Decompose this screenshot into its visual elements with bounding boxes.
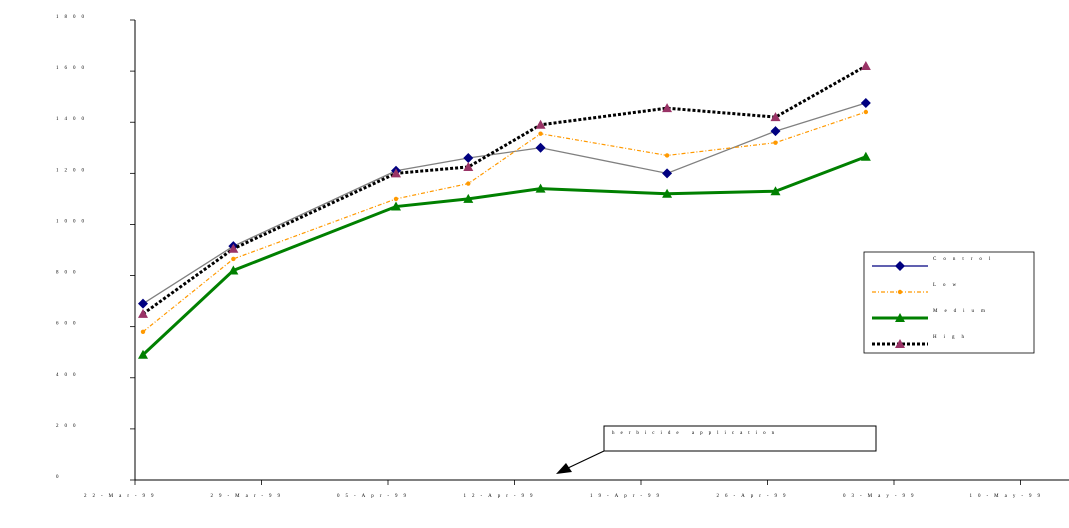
data-point xyxy=(895,261,905,271)
y-tick-label: 400 xyxy=(56,373,82,378)
y-axis-ticks: 0 200 400 600 800 1000 1200 1400 1600 1800 xyxy=(56,15,135,481)
data-point xyxy=(140,329,146,334)
annotation-text: herbicide application xyxy=(612,431,780,436)
y-tick-label: 200 xyxy=(56,424,82,429)
annotation-box xyxy=(603,425,877,452)
x-tick-label: 03-May-99 xyxy=(843,494,920,499)
data-point xyxy=(138,298,148,309)
data-point xyxy=(393,196,399,202)
series-control xyxy=(138,98,871,309)
x-tick-label: 05-Apr-99 xyxy=(337,494,412,499)
series-line xyxy=(142,111,867,333)
y-tick-label: 800 xyxy=(56,271,82,276)
data-point xyxy=(231,256,236,262)
series-line xyxy=(142,102,867,305)
annotation-arrow-line xyxy=(567,450,605,469)
series-line xyxy=(141,155,867,356)
data-point xyxy=(770,126,781,137)
x-tick-label: 22-Mar-99 xyxy=(84,494,160,499)
data-point xyxy=(662,188,673,198)
data-point xyxy=(662,168,673,179)
annotation-arrow-head xyxy=(556,463,572,474)
annotation: herbicide application xyxy=(556,425,877,474)
data-point xyxy=(770,186,781,196)
plot-area: 0 200 400 600 800 1000 1200 1400 1600 1800 22-Mar… xyxy=(56,15,1069,499)
data-point xyxy=(770,112,781,122)
data-point xyxy=(463,153,474,163)
x-axis-ticks: 22-Mar-99 29-Mar-99 05-Apr-99 12-Apr-99 19-A… xyxy=(84,480,1047,499)
legend-label: Low xyxy=(933,283,963,288)
series-line xyxy=(142,64,867,316)
series-high xyxy=(138,61,871,318)
data-point xyxy=(391,168,401,178)
y-tick-label: 600 xyxy=(56,322,82,327)
data-point xyxy=(535,183,546,193)
series-low xyxy=(140,109,869,334)
legend-item-low: Low xyxy=(872,283,963,295)
y-tick-label: 1000 xyxy=(56,219,90,224)
data-point xyxy=(391,201,401,211)
data-point xyxy=(228,265,239,275)
x-tick-label: 29-Mar-99 xyxy=(211,494,287,499)
x-tick-label: 26-Apr-99 xyxy=(717,494,792,499)
legend-label: High xyxy=(933,335,971,340)
series-medium xyxy=(138,151,871,359)
data-point xyxy=(860,61,871,70)
legend-items: Control Low Medium High xyxy=(872,257,997,348)
y-tick-label: 1800 xyxy=(56,15,90,20)
data-point xyxy=(860,98,871,109)
legend-item-high: High xyxy=(872,335,971,348)
data-point xyxy=(863,109,869,115)
legend-box xyxy=(863,251,1035,354)
x-tick-label: 12-Apr-99 xyxy=(464,494,539,499)
y-tick-label: 0 xyxy=(56,475,65,480)
x-tick-label: 10-May-99 xyxy=(970,494,1047,499)
data-point xyxy=(897,289,903,295)
legend-label: Medium xyxy=(933,309,992,314)
data-point xyxy=(463,161,474,171)
series-layer xyxy=(138,61,871,359)
data-point xyxy=(535,142,546,153)
y-tick-label: 1600 xyxy=(56,66,90,71)
data-point xyxy=(538,131,543,136)
legend-item-medium: Medium xyxy=(872,309,992,322)
x-tick-label: 19-Apr-99 xyxy=(590,494,665,499)
data-point xyxy=(773,140,778,145)
data-point xyxy=(662,103,673,113)
legend-item-control: Control xyxy=(872,257,997,271)
legend-label: Control xyxy=(933,257,997,262)
data-point xyxy=(895,313,905,322)
data-point xyxy=(664,153,670,158)
data-point xyxy=(535,119,546,129)
data-point xyxy=(138,308,148,318)
y-tick-label: 1200 xyxy=(56,168,90,173)
data-point xyxy=(228,243,239,253)
data-point xyxy=(895,339,905,348)
data-point xyxy=(463,193,474,203)
data-point xyxy=(466,181,471,186)
y-tick-label: 1400 xyxy=(56,117,90,122)
data-point xyxy=(138,349,148,359)
data-point xyxy=(860,151,871,161)
legend: Control Low Medium High xyxy=(863,251,1035,354)
